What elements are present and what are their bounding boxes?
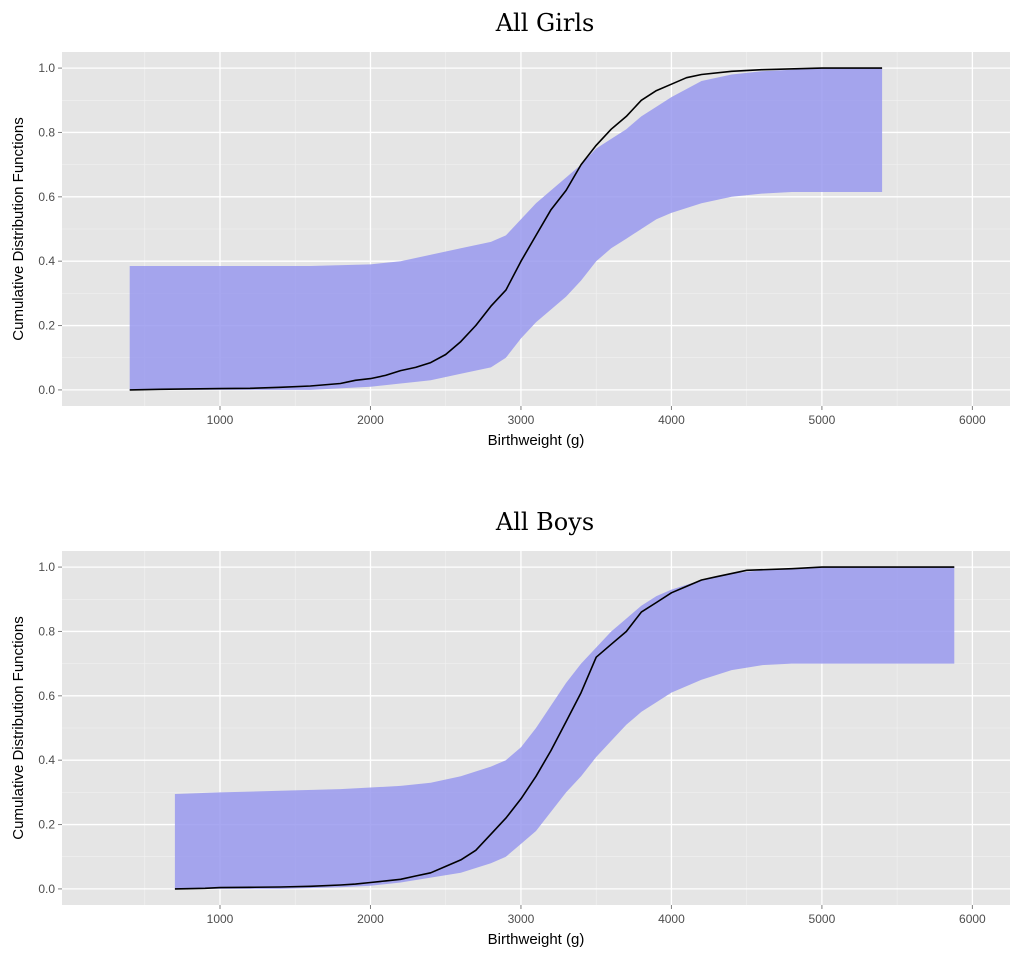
x-tick-label: 5000 bbox=[809, 912, 836, 926]
x-tick-label: 4000 bbox=[658, 413, 685, 427]
confidence-band bbox=[129, 68, 883, 390]
x-tick-label: 2000 bbox=[357, 413, 384, 427]
x-tick-label: 3000 bbox=[508, 413, 535, 427]
data-layer bbox=[174, 566, 955, 890]
chart-title: All Boys bbox=[495, 508, 594, 536]
y-tick-label: 0.8 bbox=[38, 125, 55, 139]
y-tick-label: 1.0 bbox=[38, 560, 55, 574]
axis-ticks: 1000 2000 3000 4000 5000 6000 0.0 0.2 0.4 0.6 0.8 1… bbox=[38, 61, 986, 427]
axis-ticks: 1000 2000 3000 4000 5000 6000 0.0 0.2 0.4 0.6 0.8 1… bbox=[38, 560, 986, 926]
y-tick-label: 0.0 bbox=[38, 383, 55, 397]
chart-title: All Girls bbox=[495, 9, 595, 37]
x-tick-label: 1000 bbox=[207, 413, 234, 427]
x-tick-label: 2000 bbox=[357, 912, 384, 926]
x-tick-label: 5000 bbox=[809, 413, 836, 427]
y-tick-label: 0.2 bbox=[38, 818, 55, 832]
x-axis-title: Birthweight (g) bbox=[488, 432, 585, 449]
x-tick-label: 4000 bbox=[658, 912, 685, 926]
confidence-band bbox=[174, 567, 955, 889]
chart-boys: All Boys 1000 2000 3000 4000 5000 6000 0.0 0.2 0… bbox=[10, 508, 1010, 948]
y-tick-label: 0.8 bbox=[38, 624, 55, 638]
x-tick-label: 3000 bbox=[508, 912, 535, 926]
data-layer bbox=[129, 67, 883, 391]
y-tick-label: 0.4 bbox=[38, 254, 55, 268]
y-axis-title: Cumulative Distribution Functions bbox=[10, 117, 27, 340]
y-tick-label: 0.0 bbox=[38, 882, 55, 896]
x-axis-title: Birthweight (g) bbox=[488, 931, 585, 948]
y-tick-label: 0.2 bbox=[38, 319, 55, 333]
y-axis-title: Cumulative Distribution Functions bbox=[10, 616, 27, 839]
x-tick-label: 6000 bbox=[959, 413, 986, 427]
y-tick-label: 0.6 bbox=[38, 689, 55, 703]
cdf-line bbox=[174, 566, 955, 890]
chart-girls: All Girls 1000 2000 3000 4000 5000 6000 0.0 0.2… bbox=[10, 9, 1010, 449]
y-tick-label: 1.0 bbox=[38, 61, 55, 75]
cdf-line bbox=[129, 67, 883, 391]
y-tick-label: 0.6 bbox=[38, 190, 55, 204]
y-tick-label: 0.4 bbox=[38, 753, 55, 767]
x-tick-label: 6000 bbox=[959, 912, 986, 926]
x-tick-label: 1000 bbox=[207, 912, 234, 926]
